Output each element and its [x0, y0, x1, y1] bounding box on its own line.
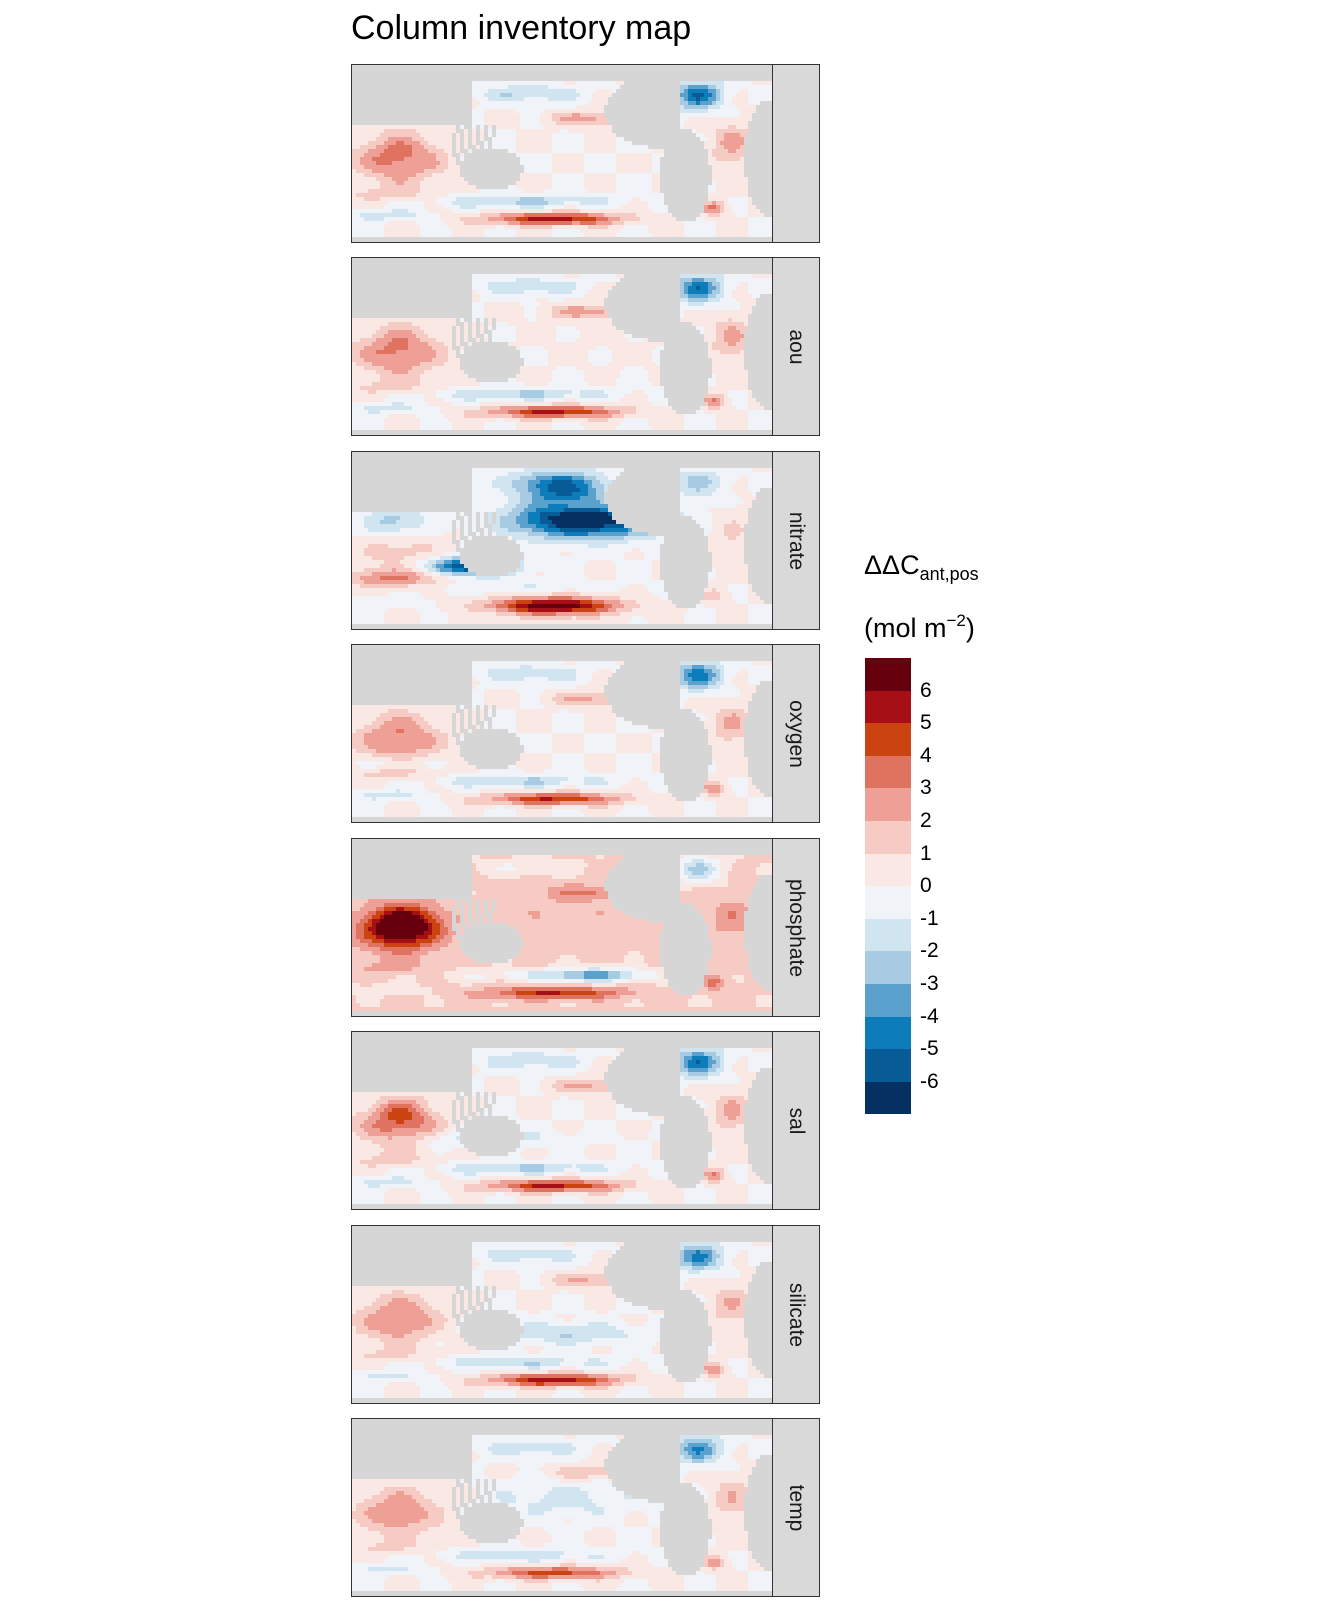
- facet-strip: temp: [773, 1418, 820, 1597]
- legend-swatch: [865, 658, 911, 691]
- map-raster: [352, 1242, 772, 1398]
- facet-strip: nitrate: [773, 451, 820, 630]
- facet-label: oxygen: [784, 700, 808, 768]
- facet-strip: silicate: [773, 1225, 820, 1404]
- legend-unit-close: ): [966, 613, 975, 643]
- facet-strip: [773, 64, 820, 243]
- map-area: [351, 1418, 773, 1597]
- map-raster: [352, 661, 772, 817]
- facet-panel: nitrate: [351, 451, 820, 630]
- chart-title: Column inventory map: [351, 8, 691, 48]
- map-raster: [352, 81, 772, 237]
- map-area: [351, 1031, 773, 1210]
- facet-panel: aou: [351, 257, 820, 436]
- legend-tick-label: 6: [920, 679, 932, 703]
- map-raster: [352, 1435, 772, 1591]
- legend-swatch: [865, 820, 911, 854]
- legend-tick-label: -4: [920, 1005, 939, 1029]
- facet-strip: sal: [773, 1031, 820, 1210]
- facet-label: silicate: [784, 1282, 808, 1346]
- legend-swatch: [865, 1016, 911, 1050]
- legend-tick-label: -6: [920, 1070, 939, 1094]
- legend-tick-label: -2: [920, 939, 939, 963]
- map-area: [351, 257, 773, 436]
- legend-colorbar: [865, 658, 911, 1115]
- legend-tick-label: 1: [920, 842, 932, 866]
- legend-swatch: [865, 690, 911, 724]
- legend-tick-label: 5: [920, 711, 932, 735]
- legend-swatch: [865, 886, 911, 919]
- facet-strip: aou: [773, 257, 820, 436]
- legend-title: ΔΔCant,pos: [864, 548, 979, 591]
- legend-unit-exp: −2: [947, 611, 966, 630]
- facet-strip: oxygen: [773, 644, 820, 823]
- legend-unit: (mol m−2): [864, 604, 975, 645]
- facet-label: nitrate: [784, 511, 808, 569]
- legend-tick-label: -1: [920, 907, 939, 931]
- map-raster: [352, 855, 772, 1011]
- legend-swatch: [865, 853, 911, 887]
- legend-swatch: [865, 1049, 911, 1082]
- legend-swatch: [865, 951, 911, 984]
- facet-panel: sal: [351, 1031, 820, 1210]
- legend-title-sub: ant,pos: [920, 564, 979, 584]
- map-area: [351, 451, 773, 630]
- legend-swatch: [865, 983, 911, 1017]
- facet-panel: temp: [351, 1418, 820, 1597]
- map-raster: [352, 468, 772, 624]
- legend-tick-label: -3: [920, 972, 939, 996]
- facet-label: aou: [784, 329, 808, 364]
- facet-label: phosphate: [784, 878, 808, 976]
- legend-swatch: [865, 723, 911, 756]
- map-area: [351, 838, 773, 1017]
- facet-strip: phosphate: [773, 838, 820, 1017]
- map-area: [351, 1225, 773, 1404]
- legend-swatch: [865, 918, 911, 952]
- legend-tick-label: 3: [920, 776, 932, 800]
- legend-swatch: [865, 755, 911, 789]
- map-raster: [352, 274, 772, 430]
- facet-label: sal: [784, 1107, 808, 1134]
- legend-unit-main: (mol m: [864, 613, 947, 643]
- map-area: [351, 64, 773, 243]
- legend-title-main: ΔΔC: [864, 550, 920, 580]
- legend-swatch: [865, 1081, 911, 1115]
- facet-panel: silicate: [351, 1225, 820, 1404]
- facet-panel: oxygen: [351, 644, 820, 823]
- legend-tick-label: 4: [920, 744, 932, 768]
- legend-swatch: [865, 788, 911, 821]
- facet-panel: [351, 64, 820, 243]
- legend-tick-label: 0: [920, 874, 932, 898]
- map-raster: [352, 1048, 772, 1204]
- facet-label: temp: [784, 1484, 808, 1531]
- facet-panel: phosphate: [351, 838, 820, 1017]
- map-area: [351, 644, 773, 823]
- legend-tick-label: -5: [920, 1037, 939, 1061]
- legend-tick-label: 2: [920, 809, 932, 833]
